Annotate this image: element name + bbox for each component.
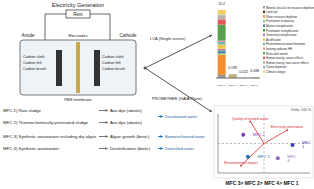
- svg-text:Freshwater eutrophication: Freshwater eutrophication: [266, 29, 299, 33]
- svg-text:Carbon cloth: Carbon cloth: [23, 55, 45, 59]
- svg-text:Electricity generation: Electricity generation: [271, 125, 304, 129]
- svg-text:Ionizing radiation HH: Ionizing radiation HH: [266, 47, 292, 51]
- svg-text:Algae growth (biotic): Algae growth (biotic): [110, 134, 150, 139]
- svg-text:Water resource depletion: Water resource depletion: [266, 15, 298, 19]
- svg-text:MFC 2) Thermochemically pretre: MFC 2) Thermochemically pretreated sludg…: [8, 120, 89, 125]
- svg-text:MFC 3) Synthetic wastewater in: MFC 3) Synthetic wastewater including dr…: [8, 134, 97, 139]
- svg-text:Denitrification (biotic): Denitrification (biotic): [110, 146, 151, 151]
- svg-text:Human toxicity, cancer effects: Human toxicity, cancer effects: [266, 56, 304, 60]
- svg-text:Cathode: Cathode: [119, 33, 137, 38]
- svg-text:Decolorized water: Decolorized water: [165, 114, 198, 119]
- svg-text:Azo dye (abiotic): Azo dye (abiotic): [110, 120, 143, 125]
- svg-text:Carbon brush: Carbon brush: [102, 67, 125, 71]
- svg-text:Human toxicity, non-cancer eff: Human toxicity, non-cancer effects: [266, 61, 306, 65]
- svg-text:Carbon cloth: Carbon cloth: [102, 55, 124, 59]
- svg-text:Electricity Generation: Electricity Generation: [52, 2, 104, 8]
- svg-text:0.088: 0.088: [250, 69, 259, 73]
- svg-text:Quality of treated water: Quality of treated water: [232, 117, 269, 121]
- svg-text:MFC4: MFC4: [287, 154, 296, 163]
- svg-text:Land use: Land use: [266, 10, 278, 14]
- svg-text:Photochemical ozone formation: Photochemical ozone formation: [266, 42, 306, 46]
- svg-text:Particulate matter: Particulate matter: [266, 52, 288, 56]
- svg-text:MFC 3: MFC 3: [257, 154, 270, 159]
- svg-text:PROMETHEE (GAIA Plane): PROMETHEE (GAIA Plane): [152, 96, 202, 101]
- svg-text:Delta: 100 %: Delta: 100 %: [291, 108, 306, 112]
- svg-text:Biomass/treated water: Biomass/treated water: [165, 134, 205, 139]
- svg-text:10.2: 10.2: [218, 2, 225, 6]
- svg-text:Environmental impact: Environmental impact: [224, 161, 258, 165]
- svg-text:0.022: 0.022: [239, 70, 248, 74]
- svg-text:MFC4: MFC4: [251, 85, 259, 86]
- svg-text:LCA (Single scores): LCA (Single scores): [150, 36, 186, 41]
- svg-text:0.599: 0.599: [228, 66, 237, 70]
- svg-text:Azo dye (abiotic): Azo dye (abiotic): [110, 108, 143, 113]
- svg-text:Freshwater ecotoxicity: Freshwater ecotoxicity: [266, 19, 294, 23]
- svg-text:Marine eutrophication: Marine eutrophication: [266, 24, 293, 28]
- svg-text:MFC 3> MFC 2> MFC 4> MFC 1: MFC 3> MFC 2> MFC 4> MFC 1: [226, 180, 299, 186]
- svg-text:Ozone depletion: Ozone depletion: [266, 65, 287, 69]
- svg-text:MFC 1) Raw sludge: MFC 1) Raw sludge: [8, 108, 42, 113]
- svg-text:PEM membrane: PEM membrane: [64, 98, 91, 102]
- svg-text:Carbon felt: Carbon felt: [23, 61, 43, 65]
- svg-text:Denitrified water: Denitrified water: [165, 146, 195, 151]
- svg-text:Electrodes: Electrodes: [69, 33, 88, 38]
- svg-text:Carbon felt: Carbon felt: [102, 61, 122, 65]
- svg-text:Rext: Rext: [73, 12, 83, 17]
- svg-text:Climate change: Climate change: [266, 70, 286, 74]
- svg-text:Mineral, fossil & ren resource: Mineral, fossil & ren resource depletion: [266, 6, 306, 10]
- svg-text:Terrestrial eutrophication: Terrestrial eutrophication: [266, 33, 297, 37]
- svg-text:MFC1: MFC1: [302, 140, 306, 149]
- svg-text:MFC2: MFC2: [229, 85, 237, 86]
- svg-text:MFC3: MFC3: [240, 85, 248, 86]
- svg-text:MFC 2: MFC 2: [253, 132, 266, 137]
- svg-text:MFC1: MFC1: [218, 85, 226, 86]
- svg-text:Anode: Anode: [21, 33, 35, 38]
- svg-text:Acidification: Acidification: [266, 38, 281, 42]
- svg-text:Carbon brush: Carbon brush: [23, 67, 46, 71]
- svg-text:MFC 4) Synthetic wastewater: MFC 4) Synthetic wastewater: [8, 146, 60, 151]
